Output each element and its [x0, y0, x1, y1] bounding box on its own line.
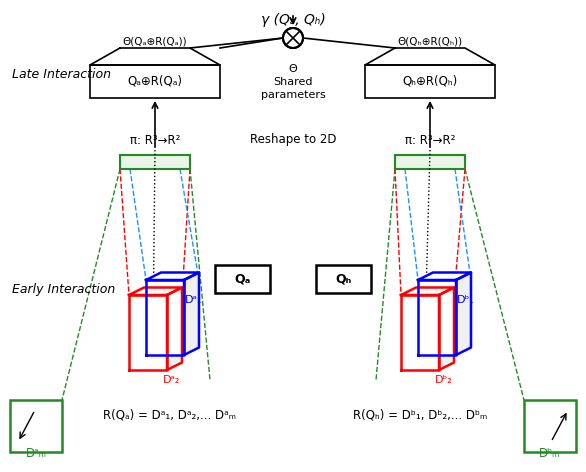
Polygon shape [146, 280, 184, 355]
Text: Qₐ⊕R(Qₐ): Qₐ⊕R(Qₐ) [128, 75, 182, 88]
Text: γ (Qₐ, Qₕ): γ (Qₐ, Qₕ) [261, 13, 325, 27]
Polygon shape [129, 295, 167, 370]
Text: Θ
Shared
parameters: Θ Shared parameters [261, 64, 325, 100]
Polygon shape [365, 48, 495, 65]
Text: Early Interaction: Early Interaction [12, 284, 115, 296]
Text: Dᵃ₁: Dᵃ₁ [185, 295, 202, 305]
Polygon shape [167, 287, 182, 370]
Bar [365, 65, 495, 98]
Text: Θ(Qₕ⊕R(Qₕ)): Θ(Qₕ⊕R(Qₕ)) [397, 37, 462, 47]
Polygon shape [418, 272, 471, 280]
Text: Dᵃ₂: Dᵃ₂ [163, 375, 180, 385]
Text: π: R³→R²: π: R³→R² [130, 134, 180, 146]
Text: R(Qₕ) = Dᵇ₁, Dᵇ₂,... Dᵇₘ: R(Qₕ) = Dᵇ₁, Dᵇ₂,... Dᵇₘ [353, 408, 487, 421]
Bar [215, 265, 270, 293]
Polygon shape [129, 287, 182, 295]
Bar [90, 65, 220, 98]
Text: Qₕ⊕R(Qₕ): Qₕ⊕R(Qₕ) [403, 75, 458, 88]
Polygon shape [146, 272, 199, 280]
Text: Qₕ: Qₕ [335, 272, 352, 286]
Text: Θ(Qₐ⊕R(Qₐ)): Θ(Qₐ⊕R(Qₐ)) [122, 37, 188, 47]
Text: Dᵇₘ: Dᵇₘ [539, 447, 561, 460]
Text: R(Qₐ) = Dᵃ₁, Dᵃ₂,... Dᵃₘ: R(Qₐ) = Dᵃ₁, Dᵃ₂,... Dᵃₘ [104, 408, 237, 421]
Text: Reshape to 2D: Reshape to 2D [250, 134, 336, 146]
Text: Late Interaction: Late Interaction [12, 68, 111, 82]
Polygon shape [401, 287, 454, 295]
Bar [395, 155, 465, 169]
Text: Dᵃₘ: Dᵃₘ [25, 447, 46, 460]
Bar [316, 265, 371, 293]
Polygon shape [90, 48, 220, 65]
Polygon shape [184, 272, 199, 355]
Polygon shape [418, 280, 456, 355]
Polygon shape [456, 272, 471, 355]
Text: Dᵇ₁: Dᵇ₁ [457, 295, 475, 305]
Polygon shape [401, 295, 439, 370]
Bar [120, 155, 190, 169]
Bar [10, 400, 62, 452]
Text: Qₐ: Qₐ [234, 272, 251, 286]
Bar [524, 400, 576, 452]
Text: π: R³→R²: π: R³→R² [405, 134, 455, 146]
Circle shape [283, 28, 303, 48]
Text: Dᵇ₂: Dᵇ₂ [435, 375, 453, 385]
Polygon shape [439, 287, 454, 370]
